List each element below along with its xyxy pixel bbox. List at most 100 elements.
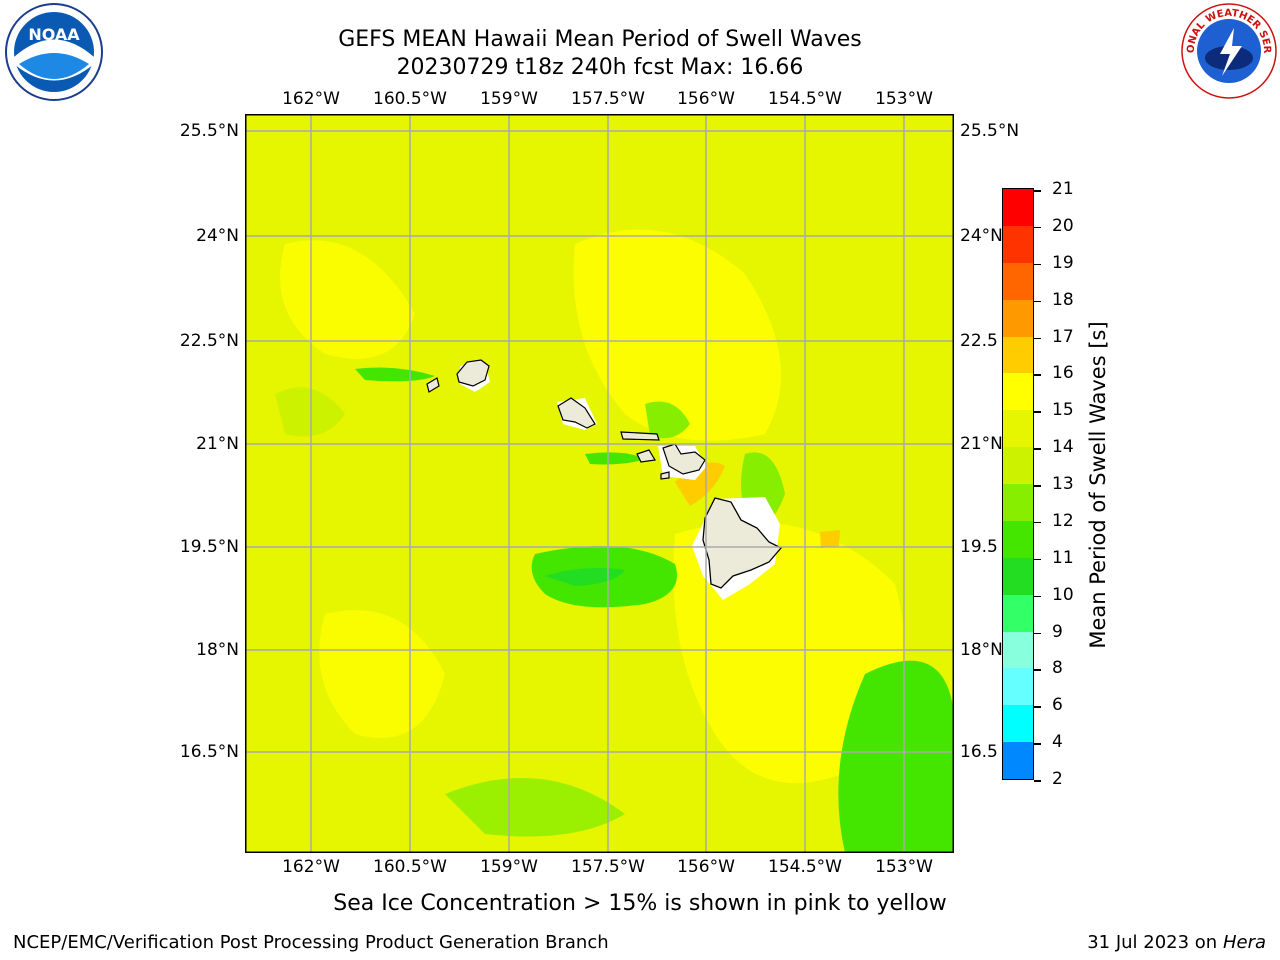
lat-tick-label: 19.5°N — [179, 537, 239, 557]
colorbar-segment — [1003, 410, 1033, 448]
lon-tick-label: 159°W — [480, 89, 538, 109]
colorbar-segment — [1003, 484, 1033, 521]
map-frame — [245, 114, 954, 853]
lat-tick-label: 16.5 — [960, 742, 998, 762]
lat-tick-label: 22.5°N — [179, 331, 239, 351]
low-period-region — [645, 401, 690, 439]
colorbar-tick-label: 20 — [1052, 215, 1074, 236]
colorbar-tick — [1034, 448, 1041, 450]
colorbar-segment — [1003, 189, 1033, 226]
colorbar-segment — [1003, 705, 1033, 743]
colorbar-tick-label: 18 — [1052, 289, 1074, 310]
colorbar-segment — [1003, 373, 1033, 411]
lon-tick-label: 154.5°W — [768, 857, 842, 877]
lon-tick-label: 154.5°W — [768, 89, 842, 109]
low-period-region — [585, 452, 645, 465]
colorbar-tick-label: 6 — [1052, 695, 1063, 716]
lat-tick-label: 25.5°N — [960, 121, 1020, 141]
lat-tick-label: 24°N — [960, 226, 1003, 246]
colorbar-tick — [1034, 521, 1041, 524]
nws-logo: NATIONAL WEATHER SERVICE — [1176, 0, 1278, 100]
footer-left: NCEP/EMC/Verification Post Processing Pr… — [13, 932, 609, 953]
lat-tick-label: 21°N — [196, 434, 239, 454]
high-period-region — [319, 610, 445, 738]
colorbar-tick-label: 16 — [1052, 363, 1074, 384]
page-subtitle: 20230729 t18z 240h fcst Max: 16.66 — [396, 55, 804, 80]
colorbar-tick-label: 2 — [1052, 769, 1063, 789]
colorbar-segment — [1003, 225, 1033, 263]
colorbar-segment — [1003, 742, 1033, 779]
high-period-region — [573, 229, 781, 441]
sea-ice-caption: Sea Ice Concentration > 15% is shown in … — [333, 891, 947, 916]
island-molokai — [620, 431, 660, 441]
footer-right: 31 Jul 2023 on Hera — [1087, 932, 1266, 953]
colorbar-segment — [1003, 447, 1033, 484]
colorbar-tick — [1034, 485, 1041, 487]
map-panel — [245, 114, 954, 853]
colorbar-tick-label: 8 — [1052, 658, 1063, 679]
colorbar-tick — [1034, 190, 1041, 192]
colorbar-tick-label: 17 — [1052, 326, 1074, 347]
low-period-region — [445, 778, 625, 837]
colorbar-tick-label: 11 — [1052, 547, 1074, 568]
peak-period-region — [820, 530, 840, 548]
lat-tick-label: 21°N — [960, 434, 1003, 454]
lat-tick-label: 19.5 — [960, 537, 998, 557]
colorbar-tick — [1034, 300, 1041, 303]
colorbar-segment — [1003, 336, 1033, 374]
colorbar-tick — [1034, 669, 1041, 671]
high-period-region — [280, 240, 415, 359]
noaa-logo: NOAA — [4, 2, 104, 102]
lon-tick-label: 153°W — [875, 89, 933, 109]
lon-tick-label: 156°W — [677, 89, 735, 109]
lat-tick-label: 25.5°N — [179, 121, 239, 141]
mid-period-region — [275, 387, 345, 437]
colorbar-tick — [1034, 780, 1041, 782]
low-period-region — [355, 367, 435, 382]
lon-tick-label: 160.5°W — [373, 857, 447, 877]
colorbar-tick-label: 9 — [1052, 621, 1063, 642]
lat-tick-label: 22.5 — [960, 331, 998, 351]
lon-tick-label: 156°W — [677, 857, 735, 877]
island-kahoolawe — [660, 471, 670, 480]
island-kauai — [456, 359, 490, 387]
colorbar-tick-label: 13 — [1052, 474, 1074, 494]
colorbar-tick-label: 19 — [1052, 252, 1074, 273]
colorbar-tick-label: 12 — [1052, 510, 1074, 531]
lon-tick-label: 162°W — [282, 857, 340, 877]
colorbar-tick-label: 10 — [1052, 584, 1074, 605]
lat-tick-label: 24°N — [196, 226, 239, 246]
colorbar-segment — [1003, 594, 1033, 632]
noaa-logo-text: NOAA — [28, 25, 80, 44]
island-maui — [662, 443, 706, 475]
island-oahu — [557, 397, 596, 429]
lat-tick-label: 18°N — [196, 640, 239, 660]
colorbar-tick — [1034, 411, 1041, 413]
colorbar-segment — [1003, 520, 1033, 558]
colorbar-segment — [1003, 557, 1033, 595]
lon-tick-label: 157.5°W — [571, 857, 645, 877]
colorbar-tick — [1034, 706, 1041, 708]
colorbar-segment — [1003, 631, 1033, 669]
lon-tick-label: 159°W — [480, 857, 538, 877]
colorbar-tick-label: 14 — [1052, 437, 1074, 458]
island-lanai — [636, 449, 656, 463]
low-period-region — [838, 660, 954, 853]
lon-tick-label: 157.5°W — [571, 89, 645, 109]
colorbar — [1002, 188, 1034, 780]
lon-tick-label: 153°W — [875, 857, 933, 877]
lon-tick-label: 162°W — [282, 89, 340, 109]
colorbar-tick — [1034, 374, 1041, 376]
low-period-region — [545, 568, 625, 586]
footer-date: 31 Jul 2023 on — [1087, 932, 1223, 953]
colorbar-segment — [1003, 262, 1033, 300]
footer-host: Hera — [1222, 932, 1266, 953]
colorbar-tick-label: 4 — [1052, 732, 1063, 753]
colorbar-tick — [1034, 632, 1041, 634]
page-title: GEFS MEAN Hawaii Mean Period of Swell Wa… — [338, 27, 862, 52]
colorbar-title: Mean Period of Swell Waves [s] — [1086, 321, 1110, 649]
colorbar-tick-label: 21 — [1052, 179, 1074, 199]
colorbar-segment — [1003, 299, 1033, 337]
colorbar-tick — [1034, 743, 1041, 745]
colorbar-tick — [1034, 337, 1041, 339]
